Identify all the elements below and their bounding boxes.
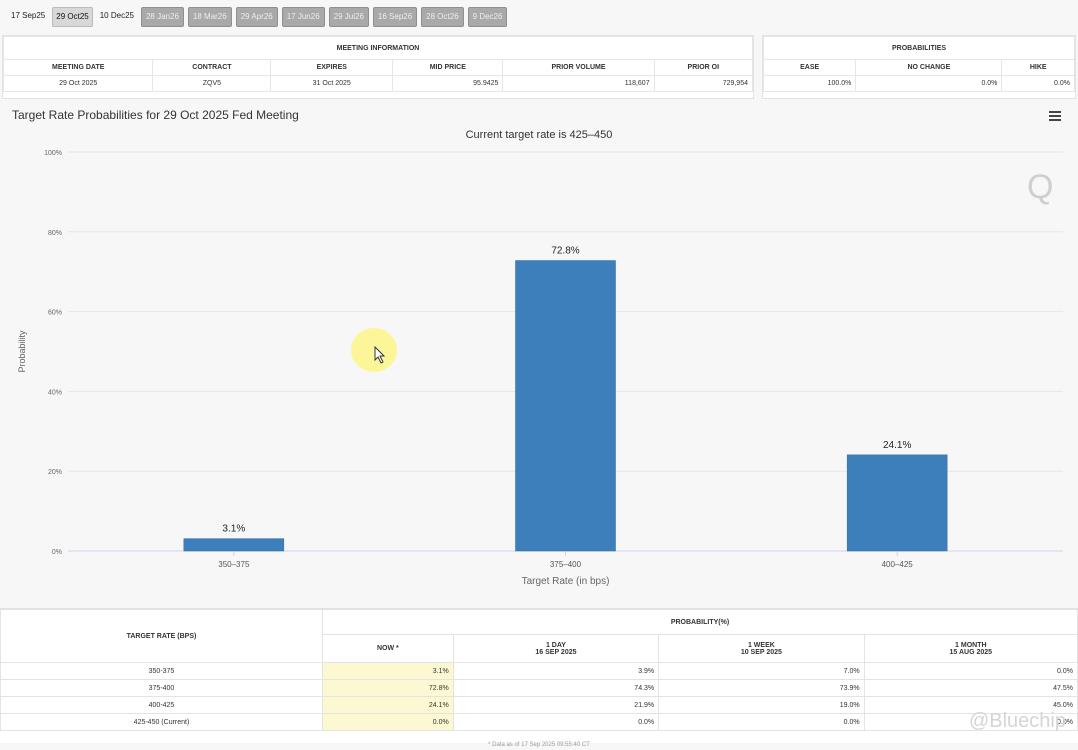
- target-rate-cell: 375-400: [0, 679, 323, 697]
- col-header-line1: NOW *: [376, 645, 399, 652]
- col-header-line1: 1 MONTH: [955, 641, 987, 649]
- meeting-information-panel: MEETING INFORMATION MEETING DATE CONTRACT…: [2, 35, 754, 99]
- y-tick-label: 0%: [52, 549, 62, 556]
- cursor-highlight: [351, 328, 397, 372]
- tab-meeting-8[interactable]: 16 Sep26: [372, 7, 418, 27]
- tab-meeting-2[interactable]: 10 Dec25: [99, 11, 134, 20]
- tab-meeting-10[interactable]: 9 Dec26: [467, 7, 508, 27]
- bar-400425: [846, 454, 948, 552]
- x-tick-label: 400–425: [882, 560, 914, 569]
- probabilities-cell: 0.0%: [1001, 75, 1075, 92]
- q-logo-icon: Q: [1027, 168, 1054, 206]
- probability-cell: 21.9%: [452, 696, 660, 714]
- probability-cell: 19.0%: [658, 696, 865, 714]
- bar-350375: [183, 538, 285, 552]
- tab-meeting-4[interactable]: 18 Mar26: [187, 7, 232, 27]
- y-tick-label: 80%: [48, 230, 62, 237]
- y-tick-label: 20%: [48, 469, 62, 476]
- col-header-line1: 1 WEEK: [747, 641, 775, 649]
- bar-data-label: 72.8%: [551, 246, 579, 257]
- tab-meeting-6[interactable]: 17 Jun26: [281, 7, 325, 27]
- meeting-info-cell: 29 Oct 2025: [2, 75, 154, 92]
- target-rate-bar-chart: 0% 20% 40% 60% 80% 100% Probability Target Rate…: [17, 150, 1063, 587]
- target-rate-cell: 350-375: [0, 662, 323, 680]
- probability-cell: 24.1%: [321, 696, 454, 714]
- target-rate-col-header: TARGET RATE (BPS): [0, 609, 323, 663]
- target-rate-cell: 400-425: [0, 696, 323, 714]
- tab-meeting-7[interactable]: 29 Jul26: [328, 7, 369, 27]
- meeting-info-cell: 729,954: [653, 75, 754, 92]
- probability-cell: 0.0%: [452, 713, 660, 731]
- y-tick-label: 40%: [48, 389, 62, 396]
- table-row: 425-450 (Current) 0.0% 0.0% 0.0% 0.0%: [0, 713, 1078, 731]
- chart-subtitle: Current target rate is 425–450: [465, 129, 613, 141]
- bar-data-label: 3.1%: [222, 524, 245, 535]
- target-rate-cell: 425-450 (Current): [0, 713, 323, 731]
- y-axis-label: Probability: [17, 330, 27, 373]
- x-tick-label: 375–400: [550, 560, 582, 569]
- x-axis-label: Target Rate (in bps): [522, 576, 610, 587]
- probability-cell: 47.5%: [863, 679, 1078, 697]
- col-header-line2: 15 AUG 2025: [949, 648, 993, 656]
- meeting-info-cell: ZQV5: [152, 75, 272, 92]
- table-row: 375-400 72.8% 74.3% 73.9% 47.5%: [0, 679, 1078, 697]
- probability-cell: 0.0%: [863, 662, 1078, 680]
- mouse-pointer-icon: [374, 346, 386, 364]
- table-row: 350-375 3.1% 3.9% 7.0% 0.0%: [0, 662, 1078, 680]
- tab-meeting-1[interactable]: 29 Oct25: [52, 7, 93, 27]
- probability-col-header: 1 MONTH 15 AUG 2025: [863, 634, 1078, 663]
- probability-col-header: 1 WEEK 10 SEP 2025: [658, 634, 865, 663]
- data-timestamp-note: * Data as of 17 Sep 2025 09:55:40 CT: [488, 742, 590, 748]
- probability-cell: 0.0%: [863, 713, 1078, 731]
- col-header-line2: 10 SEP 2025: [740, 648, 782, 656]
- tab-meeting-9[interactable]: 28 Oct26: [421, 7, 464, 27]
- tab-meeting-3[interactable]: 28 Jan26: [140, 7, 184, 27]
- probability-group-header: PROBABILITY(%): [321, 609, 1078, 635]
- probability-history-table: TARGET RATE (BPS) PROBABILITY(%) NOW * 1 …: [0, 608, 1078, 743]
- probability-col-header: NOW *: [321, 634, 454, 663]
- chart-menu-icon[interactable]: [1049, 111, 1061, 121]
- probability-cell: 7.0%: [658, 662, 865, 680]
- col-header-line1: 1 DAY: [545, 641, 566, 649]
- bar-data-label: 24.1%: [883, 440, 911, 451]
- table-row: 400-425 24.1% 21.9% 19.0% 45.0%: [0, 696, 1078, 714]
- y-tick-label: 100%: [44, 150, 62, 157]
- probability-cell: 0.0%: [658, 713, 865, 731]
- probability-cell: 73.9%: [658, 679, 865, 697]
- meeting-information-header: MEETING INFORMATION: [3, 36, 753, 60]
- probabilities-panel: PROBABILITIES EASE NO CHANGE HIKE 100.0% 0.…: [762, 35, 1076, 99]
- meeting-date-tabs: 17 Sep25 29 Oct25 10 Dec25 28 Jan26 18 Mar26…: [8, 7, 508, 27]
- tab-meeting-0[interactable]: 17 Sep25: [11, 11, 46, 20]
- meeting-info-cell: 95.9425: [392, 75, 504, 92]
- watermark: @Bluechip: [968, 710, 1066, 732]
- probability-cell: 3.1%: [321, 662, 454, 680]
- probabilities-cell: 100.0%: [762, 75, 857, 92]
- chart-title: Target Rate Probabilities for 29 Oct 202…: [12, 108, 299, 122]
- probability-cell: 0.0%: [321, 713, 454, 731]
- probability-col-header: 1 DAY 16 SEP 2025: [452, 634, 660, 663]
- probability-cell: 74.3%: [452, 679, 660, 697]
- bar-375400: [515, 260, 616, 552]
- probabilities-cell: 0.0%: [855, 75, 1003, 92]
- tab-meeting-5[interactable]: 29 Apr26: [235, 7, 278, 27]
- y-tick-label: 60%: [48, 310, 62, 317]
- probability-cell: 72.8%: [321, 679, 454, 697]
- x-tick-label: 350–375: [218, 560, 250, 569]
- col-header-line2: 16 SEP 2025: [535, 648, 577, 656]
- probability-cell: 3.9%: [452, 662, 660, 680]
